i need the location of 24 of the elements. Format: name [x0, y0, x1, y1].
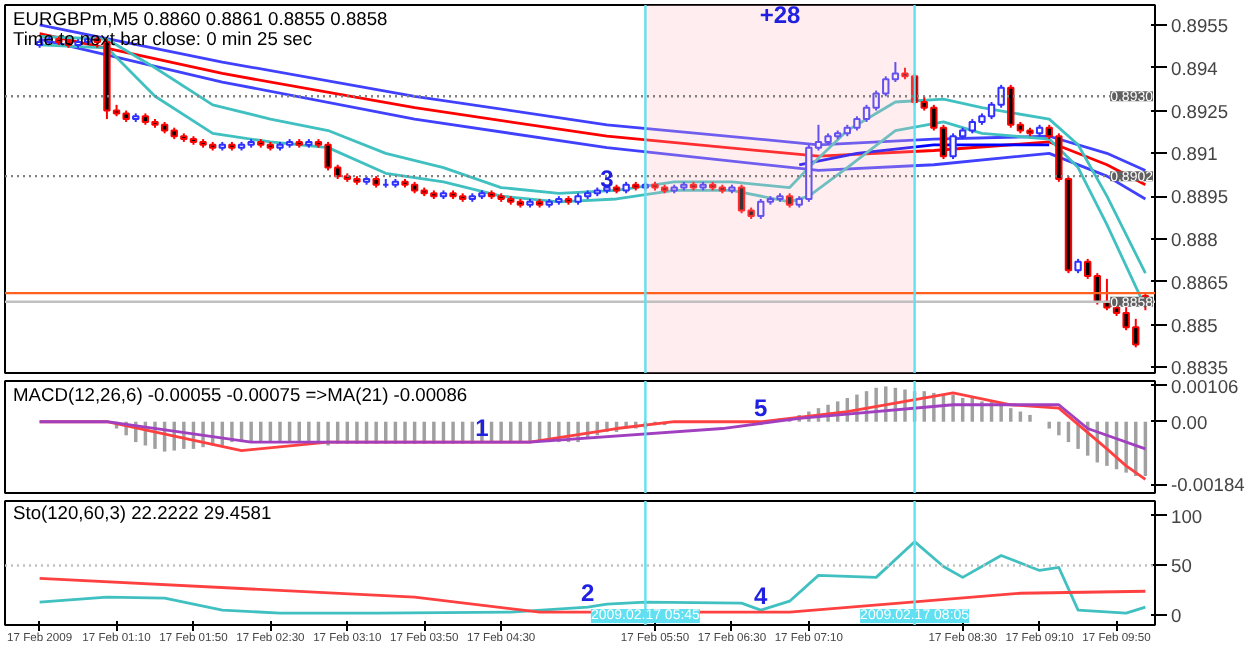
y-tick-label: 100 [1171, 506, 1203, 527]
y-tick-label: 0.894 [1171, 58, 1218, 79]
y-tick-label: 0.8865 [1171, 272, 1229, 293]
chart-title: Sto(120,60,3) 22.2222 29.4581 [13, 503, 272, 523]
annotation: 1 [475, 414, 490, 443]
chart-title: EURGBPm,M5 0.8860 0.8861 0.8855 0.8858 [13, 9, 388, 29]
y-tick-label: 0.888 [1171, 229, 1218, 250]
annotation: 5 [754, 393, 769, 422]
y-tick-label: 0.891 [1171, 144, 1218, 165]
chart-title: MACD(12,26,6) -0.00055 -0.00075 =>MA(21) -0.00086 [13, 385, 468, 405]
y-tick-label: 0.8895 [1171, 187, 1229, 208]
annotation: 2 [581, 579, 596, 608]
y-tick-label: 0.8835 [1171, 358, 1229, 379]
y-tick-label: 0.885 [1171, 315, 1218, 336]
annotation: 3 [600, 165, 615, 194]
y-tick-label: 0.00 [1171, 412, 1208, 433]
y-tick-label: 0.00106 [1171, 376, 1239, 397]
y-tick-label: 0.8925 [1171, 101, 1229, 122]
y-tick-label: -0.00184 [1171, 475, 1245, 496]
y-tick-label: 0 [1171, 606, 1182, 627]
band-label: +28 [759, 1, 802, 30]
annotation: 4 [754, 582, 769, 611]
y-tick-label: 50 [1171, 556, 1192, 577]
y-tick-label: 0.8955 [1171, 15, 1229, 36]
